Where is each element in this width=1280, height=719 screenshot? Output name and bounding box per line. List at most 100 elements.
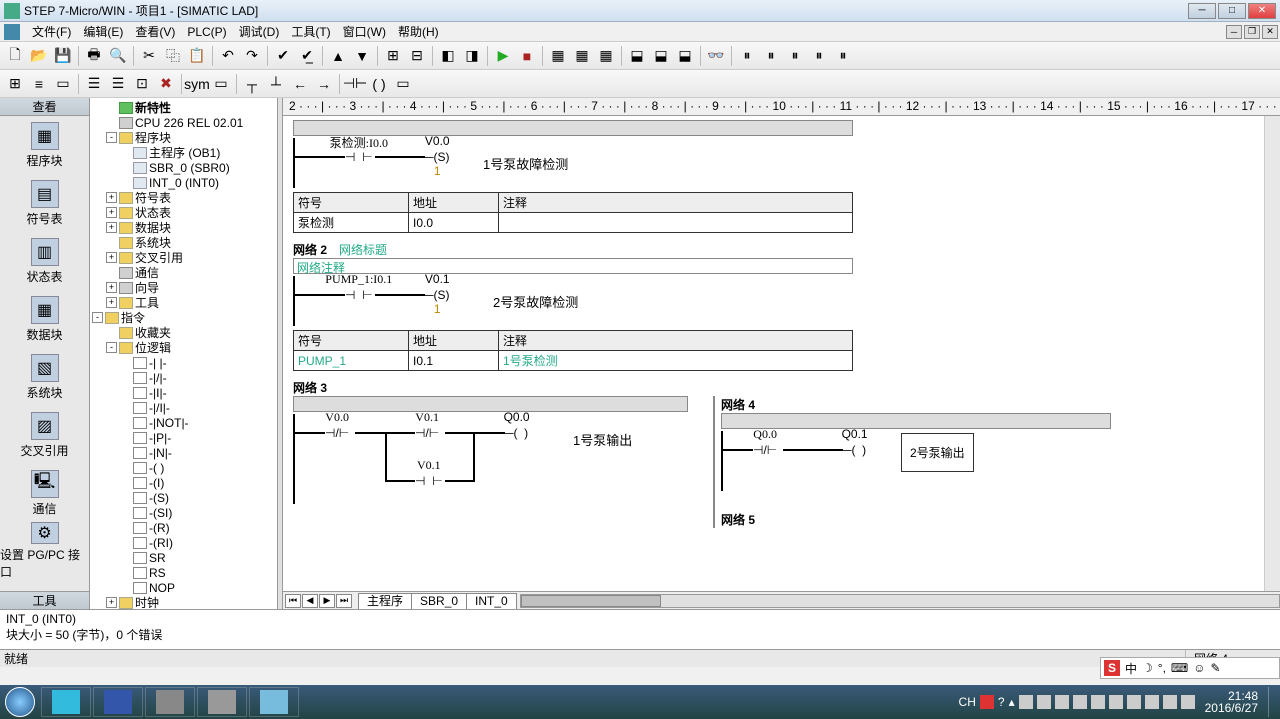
nav-状态表[interactable]: ▥状态表 xyxy=(0,232,89,290)
tree-expand-icon[interactable]: - xyxy=(106,132,117,143)
ime-moon-icon[interactable]: ☽ xyxy=(1142,661,1153,675)
tree-expand-icon[interactable]: + xyxy=(106,297,117,308)
taskbar-app1[interactable] xyxy=(93,687,143,717)
tree-node[interactable]: -(S) xyxy=(92,490,275,505)
menu-帮助(H)[interactable]: 帮助(H) xyxy=(392,23,445,41)
horizontal-scrollbar[interactable] xyxy=(520,594,1280,608)
show-desktop-button[interactable] xyxy=(1268,687,1276,717)
copy-button[interactable]: ⿻ xyxy=(162,45,184,67)
cut-button[interactable]: ✂ xyxy=(138,45,160,67)
save-button[interactable]: 💾 xyxy=(52,45,74,67)
toggle3-button[interactable]: ⊡ xyxy=(131,73,153,95)
minimize-button[interactable]: ─ xyxy=(1188,3,1216,19)
tree-node[interactable]: -指令 xyxy=(92,310,275,325)
nav-prev-button[interactable]: ◧ xyxy=(437,45,459,67)
symbol-toggle-button[interactable]: sym xyxy=(186,73,208,95)
paste-button[interactable]: 📋 xyxy=(186,45,208,67)
ime-bar[interactable]: S 中 ☽ °, ⌨ ☺ ✎ xyxy=(1100,657,1280,679)
new-button[interactable]: 🗋 xyxy=(4,45,26,67)
tree-expand-icon[interactable]: + xyxy=(106,192,117,203)
status2-button[interactable]: ⬓ xyxy=(650,45,672,67)
tree-expand-icon[interactable]: - xyxy=(92,312,103,323)
menu-窗口(W)[interactable]: 窗口(W) xyxy=(337,23,392,41)
tree-node[interactable]: 收藏夹 xyxy=(92,325,275,340)
tray-icon[interactable] xyxy=(1091,695,1105,709)
tree-node[interactable]: -| |- xyxy=(92,355,275,370)
tab-first[interactable]: ⏮ xyxy=(285,594,301,608)
ime-punct-icon[interactable]: °, xyxy=(1158,661,1166,675)
tray-icon[interactable] xyxy=(1109,695,1123,709)
taskbar-app3[interactable] xyxy=(197,687,247,717)
taskbar-app4[interactable] xyxy=(249,687,299,717)
app-menu-icon[interactable] xyxy=(4,24,20,40)
maximize-button[interactable]: □ xyxy=(1218,3,1246,19)
view-fbd-button[interactable]: ▭ xyxy=(52,73,74,95)
vertical-scrollbar[interactable] xyxy=(1264,116,1280,591)
contact-nc[interactable]: ⊣/⊢ xyxy=(415,426,439,440)
status3-button[interactable]: ⬓ xyxy=(674,45,696,67)
tab-next[interactable]: ▶ xyxy=(319,594,335,608)
tray-icon[interactable] xyxy=(1145,695,1159,709)
tree-node[interactable]: -|I|- xyxy=(92,385,275,400)
tree-node[interactable]: +交叉引用 xyxy=(92,250,275,265)
toggle2-button[interactable]: ☰ xyxy=(107,73,129,95)
tree-node[interactable]: +符号表 xyxy=(92,190,275,205)
delete-net-button[interactable]: ⊟ xyxy=(406,45,428,67)
redo-button[interactable]: ↷ xyxy=(241,45,263,67)
tree-expand-icon[interactable]: + xyxy=(106,252,117,263)
tree-node[interactable]: -|P|- xyxy=(92,430,275,445)
tree-node[interactable]: +状态表 xyxy=(92,205,275,220)
tray-volume-icon[interactable] xyxy=(1181,695,1195,709)
tree-node[interactable]: -程序块 xyxy=(92,130,275,145)
tree-node[interactable]: 通信 xyxy=(92,265,275,280)
tree-expand-icon[interactable]: + xyxy=(106,282,117,293)
nav-数据块[interactable]: ▦数据块 xyxy=(0,290,89,348)
tree-node[interactable]: -(R) xyxy=(92,520,275,535)
mdi-restore[interactable]: ❐ xyxy=(1244,25,1260,39)
toggle4-button[interactable]: ✖ xyxy=(155,73,177,95)
menu-工具(T)[interactable]: 工具(T) xyxy=(285,23,336,41)
contact-no[interactable]: ⊣ ⊢ xyxy=(345,150,373,164)
status1-button[interactable]: ⬓ xyxy=(626,45,648,67)
taskbar-app2[interactable] xyxy=(145,687,195,717)
tray-chevron-icon[interactable]: ▴ xyxy=(1009,695,1015,709)
tree-node[interactable]: 新特性 xyxy=(92,100,275,115)
monitor1-button[interactable]: ▦ xyxy=(547,45,569,67)
preview-button[interactable]: 🔍 xyxy=(107,45,129,67)
tray-icon[interactable] xyxy=(1019,695,1033,709)
pause3-button[interactable]: ⏸ xyxy=(784,45,806,67)
tree-node[interactable]: -( ) xyxy=(92,460,275,475)
stop-button[interactable]: ■ xyxy=(516,45,538,67)
view-lad-button[interactable]: ⊞ xyxy=(4,73,26,95)
menu-PLC(P)[interactable]: PLC(P) xyxy=(181,23,232,41)
tree-node[interactable]: 主程序 (OB1) xyxy=(92,145,275,160)
network-title-hint[interactable]: 网络标题 xyxy=(339,241,387,258)
project-tree[interactable]: 新特性CPU 226 REL 02.01-程序块主程序 (OB1)SBR_0 (… xyxy=(90,98,278,609)
tree-node[interactable]: -|/|- xyxy=(92,370,275,385)
tree-node[interactable]: SR xyxy=(92,550,275,565)
upload-button[interactable]: ▲ xyxy=(327,45,349,67)
contact-no[interactable]: ⊣ ⊢ xyxy=(415,474,443,488)
tree-node[interactable]: SBR_0 (SBR0) xyxy=(92,160,275,175)
coil-button[interactable]: ( ) xyxy=(368,73,390,95)
nav-符号表[interactable]: ▤符号表 xyxy=(0,174,89,232)
taskbar-ie[interactable] xyxy=(41,687,91,717)
nav-通信[interactable]: 🖳通信 xyxy=(0,464,89,522)
tree-node[interactable]: +工具 xyxy=(92,295,275,310)
monitor3-button[interactable]: ▦ xyxy=(595,45,617,67)
run-button[interactable]: ▶ xyxy=(492,45,514,67)
coil-set[interactable]: ─(S) xyxy=(425,150,450,164)
undo-button[interactable]: ↶ xyxy=(217,45,239,67)
contact-button[interactable]: ⊣⊢ xyxy=(344,73,366,95)
line-left-button[interactable]: ← xyxy=(289,73,311,95)
nav-交叉引用[interactable]: ▨交叉引用 xyxy=(0,406,89,464)
menu-调试(D)[interactable]: 调试(D) xyxy=(233,23,286,41)
menu-文件(F)[interactable]: 文件(F) xyxy=(26,23,77,41)
ime-kbd-icon[interactable]: ⌨ xyxy=(1171,661,1188,675)
tree-node[interactable]: CPU 226 REL 02.01 xyxy=(92,115,275,130)
tree-node[interactable]: +时钟 xyxy=(92,595,275,609)
tray-lang[interactable]: CH xyxy=(959,695,976,709)
tree-node[interactable]: -位逻辑 xyxy=(92,340,275,355)
address-toggle-button[interactable]: ▭ xyxy=(210,73,232,95)
tree-expand-icon[interactable]: + xyxy=(106,597,117,608)
